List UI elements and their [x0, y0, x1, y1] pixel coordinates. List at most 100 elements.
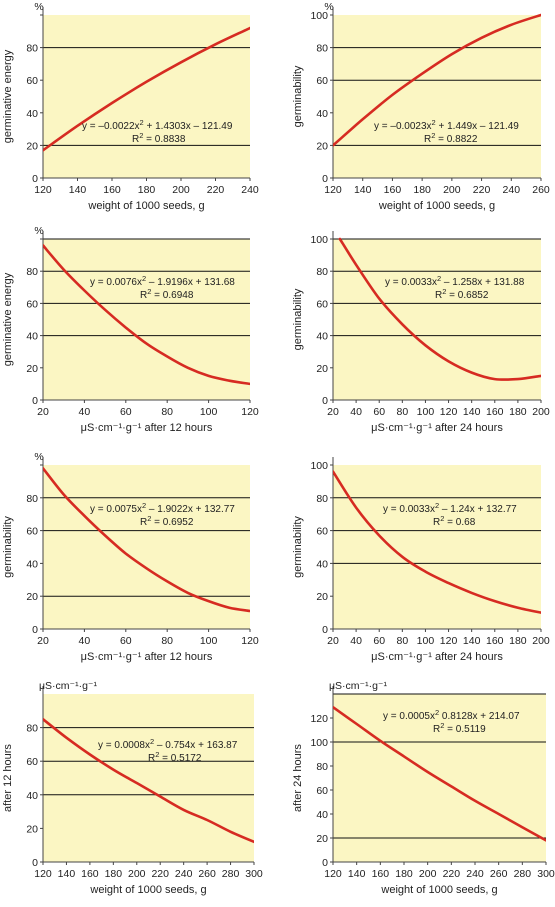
- y-tick-label: 0: [322, 624, 328, 636]
- x-tick-label: 140: [463, 406, 481, 418]
- x-tick-label: 180: [138, 184, 156, 196]
- x-tick-label: 140: [58, 868, 76, 880]
- y-axis-label: germinability: [292, 516, 304, 578]
- plot-area: [43, 694, 254, 862]
- regression-equation: y = 0.0033x2 – 1.258x + 131.88: [385, 274, 525, 288]
- x-tick-label: 180: [509, 635, 527, 647]
- y-tick-label: 0: [32, 173, 38, 185]
- x-tick-label: 20: [327, 406, 339, 418]
- y-tick-label: 80: [316, 43, 328, 55]
- regression-equation: y = –0.0022x2 + 1.4303x – 121.49: [82, 118, 233, 132]
- y-tick-label: 0: [322, 857, 328, 869]
- x-axis-label: μS·cm⁻¹·g⁻¹ after 24 hours: [371, 422, 503, 434]
- x-tick-label: 200: [128, 868, 146, 880]
- x-tick-label: 240: [241, 184, 259, 196]
- y-tick-label: 80: [316, 761, 328, 773]
- y-axis-label: germinability: [2, 516, 14, 578]
- y-tick-label: 0: [32, 857, 38, 869]
- x-tick-label: 220: [473, 184, 491, 196]
- x-tick-label: 240: [503, 184, 521, 196]
- y-unit-label: μS·cm⁻¹·g⁻¹: [39, 680, 97, 692]
- y-axis-label: germinative energy: [2, 272, 14, 366]
- x-tick-label: 220: [207, 184, 225, 196]
- y-tick-label: 40: [26, 790, 38, 802]
- r-squared: R2 = 0.6852: [435, 287, 489, 301]
- x-axis-label: weight of 1000 seeds, g: [380, 884, 497, 896]
- x-tick-label: 60: [120, 635, 132, 647]
- x-tick-label: 20: [37, 635, 49, 647]
- r-squared: R2 = 0.5172: [148, 750, 202, 764]
- y-tick-label: 80: [26, 266, 38, 278]
- x-tick-label: 180: [105, 868, 123, 880]
- y-tick-label: 80: [316, 493, 328, 505]
- x-tick-label: 120: [324, 184, 342, 196]
- x-tick-label: 100: [417, 635, 435, 647]
- y-tick-label: 100: [310, 737, 328, 749]
- x-tick-label: 40: [79, 406, 91, 418]
- x-tick-label: 120: [34, 184, 52, 196]
- x-tick-label: 60: [120, 406, 132, 418]
- r-squared: R2 = 0.8838: [132, 131, 186, 145]
- plot-area: [43, 465, 250, 629]
- y-unit-label: %: [34, 225, 43, 237]
- regression-curve: [43, 717, 254, 844]
- x-tick-label: 60: [373, 406, 385, 418]
- y-axis-label: germinability: [292, 288, 304, 350]
- x-tick-label: 240: [466, 868, 484, 880]
- regression-curve: [43, 244, 250, 386]
- y-unit-label: %: [324, 1, 333, 13]
- regression-equation: y = 0.0075x2 – 1.9022x + 132.77: [90, 501, 235, 515]
- y-tick-label: 20: [316, 591, 328, 603]
- r-squared: R2 = 0.5119: [433, 721, 486, 735]
- x-axis-label: μS·cm⁻¹·g⁻¹ after 12 hours: [81, 651, 213, 663]
- chart-7: 0 20 40 60 80 120 140 160 180 200 220 240 260 280 300 μ…: [2, 680, 263, 896]
- x-tick-label: 100: [200, 406, 218, 418]
- x-tick-label: 180: [413, 184, 431, 196]
- y-tick-label: 60: [316, 785, 328, 797]
- x-tick-label: 260: [490, 868, 508, 880]
- x-tick-label: 120: [241, 635, 259, 647]
- y-tick-label: 0: [32, 624, 38, 636]
- y-tick-label: 20: [26, 591, 38, 603]
- chart-2: 0 20 40 60 80 100 120 140 160 180 200 220 240 260% wei…: [292, 1, 550, 212]
- x-tick-label: 160: [103, 184, 121, 196]
- y-tick-label: 0: [32, 395, 38, 407]
- regression-curve: [333, 13, 541, 147]
- y-tick-label: 80: [316, 266, 328, 278]
- plot-area: [43, 15, 250, 178]
- x-tick-label: 120: [241, 406, 259, 418]
- y-tick-label: 20: [316, 833, 328, 845]
- x-tick-label: 20: [37, 406, 49, 418]
- y-tick-label: 60: [26, 756, 38, 768]
- x-axis-label: μS·cm⁻¹·g⁻¹ after 24 hours: [371, 651, 503, 663]
- x-tick-label: 40: [350, 635, 362, 647]
- regression-curve: [333, 470, 541, 614]
- x-tick-label: 160: [384, 184, 402, 196]
- y-axis-label: after 12 hours: [2, 744, 14, 812]
- regression-curve: [333, 705, 546, 842]
- x-tick-label: 160: [81, 868, 99, 880]
- regression-curve: [43, 467, 250, 613]
- x-tick-label: 140: [348, 868, 366, 880]
- x-tick-label: 140: [354, 184, 372, 196]
- y-axis-label: germinative energy: [2, 49, 14, 143]
- y-unit-label: %: [34, 451, 43, 463]
- r-squared: R2 = 0.8822: [424, 131, 478, 145]
- x-tick-label: 200: [532, 635, 550, 647]
- r-squared: R2 = 0.68: [433, 514, 476, 528]
- y-tick-label: 40: [316, 331, 328, 343]
- x-tick-label: 260: [198, 868, 216, 880]
- y-axis-label: germinability: [292, 65, 304, 127]
- y-tick-label: 80: [26, 723, 38, 735]
- x-tick-label: 140: [463, 635, 481, 647]
- x-tick-label: 60: [373, 635, 385, 647]
- y-tick-label: 40: [26, 108, 38, 120]
- y-tick-label: 60: [26, 298, 38, 310]
- y-tick-label: 0: [322, 173, 328, 185]
- y-tick-label: 40: [316, 558, 328, 570]
- y-tick-label: 20: [26, 823, 38, 835]
- y-tick-label: 80: [26, 493, 38, 505]
